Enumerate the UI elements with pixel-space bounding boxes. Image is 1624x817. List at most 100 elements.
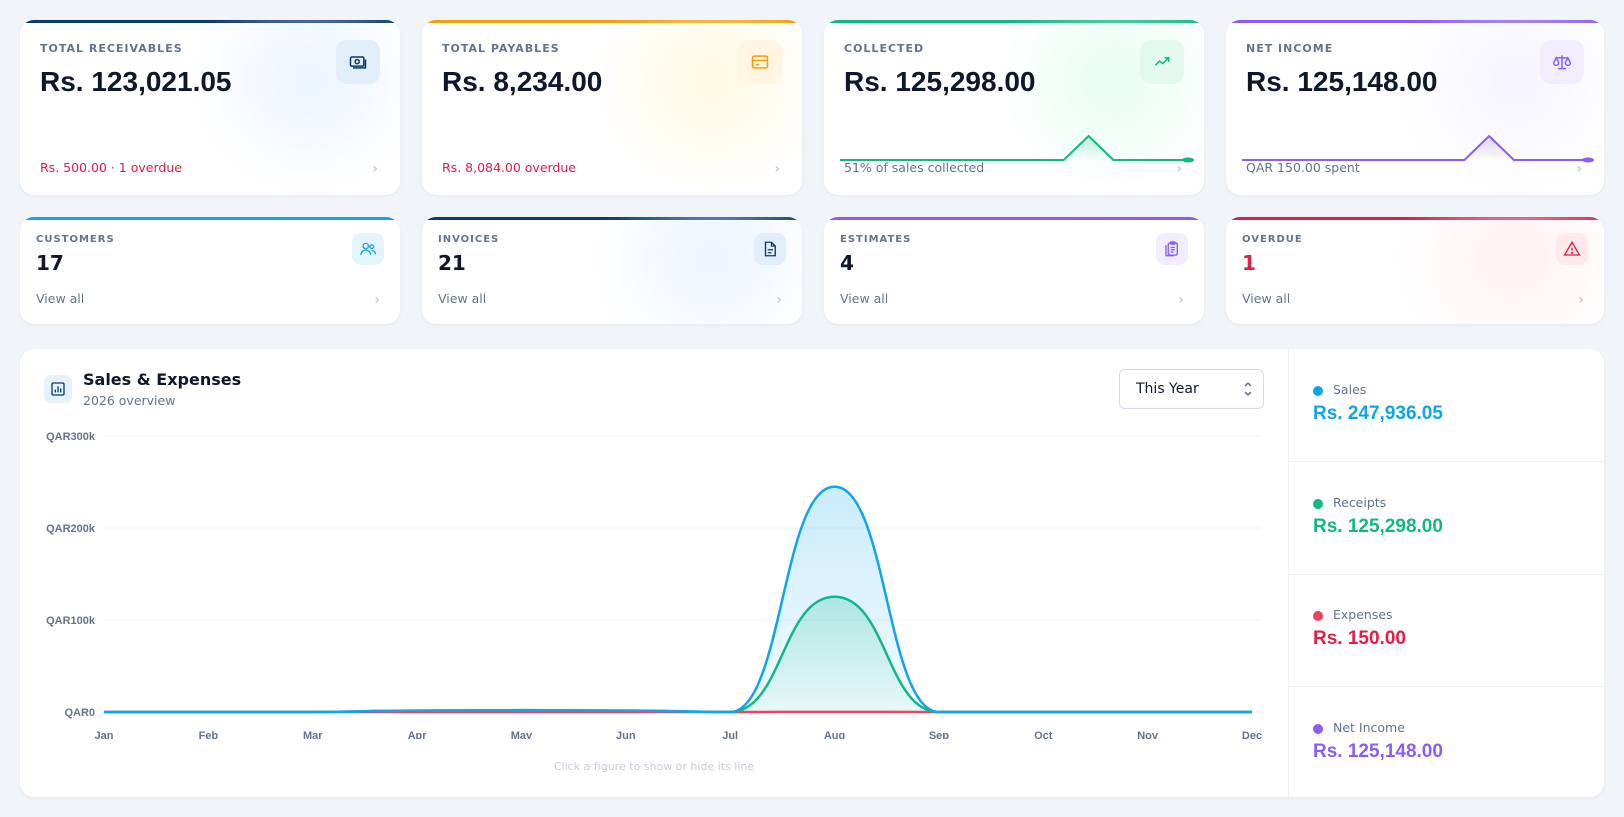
legend-item-receipts[interactable]: Receipts Rs. 125,298.00 — [1289, 462, 1605, 575]
view-all-link[interactable]: View all — [1242, 291, 1291, 306]
kpi-card-payables[interactable]: TOTAL PAYABLES Rs. 8,234.00 Rs. 8,084.00… — [422, 20, 802, 195]
sparkline-line — [840, 134, 1188, 161]
kpi-label: COLLECTED — [844, 42, 925, 55]
legend-item-sales[interactable]: Sales Rs. 247,936.05 — [1289, 349, 1605, 462]
kpi-foot: Rs. 500.00 · 1 overdue — [40, 160, 182, 175]
chevron-right-icon: › — [776, 292, 782, 308]
x-tick-label: Dec — [1242, 730, 1262, 739]
legend-dot — [1313, 611, 1323, 621]
sparkline-area — [840, 136, 1188, 160]
legend-item-expenses[interactable]: Expenses Rs. 150.00 — [1289, 574, 1605, 687]
counter-value: 4 — [840, 251, 854, 275]
legend-value: Rs. 125,298.00 — [1313, 516, 1443, 537]
kpi-foot: 51% of sales collected — [844, 160, 985, 175]
counter-value: 17 — [36, 251, 64, 275]
chevron-right-icon: › — [374, 292, 380, 308]
legend-value: Rs. 247,936.05 — [1313, 403, 1443, 424]
series-area-receipts — [104, 596, 1252, 712]
kpi-card-receivables[interactable]: TOTAL RECEIVABLES Rs. 123,021.05 Rs. 500… — [20, 20, 400, 195]
legend-value: Rs. 150.00 — [1313, 628, 1406, 649]
chevron-right-icon: › — [1178, 292, 1184, 308]
series-line-sales[interactable] — [104, 485, 1252, 714]
view-all-link[interactable]: View all — [438, 291, 487, 306]
users-icon — [352, 233, 384, 265]
legend-value: Rs. 125,148.00 — [1313, 741, 1443, 762]
chevron-right-icon: › — [1176, 161, 1182, 177]
x-tick-label: Apr — [408, 730, 428, 739]
counter-label: CUSTOMERS — [36, 234, 115, 245]
legend-name: Expenses — [1333, 607, 1393, 622]
trending-up-icon — [1140, 40, 1184, 84]
x-tick-label: May — [511, 730, 533, 739]
kpi-amount: Rs. 125,298.00 — [844, 66, 1036, 97]
chevron-right-icon: › — [1578, 292, 1584, 308]
period-select[interactable]: This Year — [1119, 369, 1264, 409]
document-icon — [754, 233, 786, 265]
sparkline-area — [1242, 136, 1588, 160]
chevron-right-icon: › — [372, 161, 378, 177]
kpi-foot: Rs. 8,084.00 overdue — [442, 160, 576, 175]
y-tick-label: QAR300k — [46, 431, 96, 443]
chart-area: Sales & Expenses 2026 overview This Year… — [20, 349, 1288, 797]
view-all-link[interactable]: View all — [36, 291, 85, 306]
x-tick-label: Jul — [722, 730, 738, 739]
counter-label: OVERDUE — [1242, 234, 1303, 245]
legend-name: Sales — [1333, 382, 1367, 397]
clipboard-icon — [1156, 233, 1188, 265]
y-tick-label: QAR0 — [64, 707, 95, 719]
kpi-card-net-income[interactable]: NET INCOME Rs. 125,148.00 QAR 150.00 spe… — [1226, 20, 1604, 195]
sales-expenses-panel: Sales & Expenses 2026 overview This Year… — [20, 349, 1605, 797]
counter-label: INVOICES — [438, 234, 500, 245]
sparkline-end-marker — [1182, 157, 1194, 163]
legend-dot — [1313, 386, 1323, 396]
warning-icon — [1556, 233, 1588, 265]
chevron-up-down-icon — [1243, 380, 1253, 402]
x-tick-label: Jun — [616, 730, 636, 739]
scale-icon — [1540, 40, 1584, 84]
kpi-label: NET INCOME — [1246, 42, 1334, 55]
series-area-sales — [104, 486, 1252, 712]
sales-expenses-chart[interactable]: QAR0 QAR100k QAR200k QAR300k Jan Feb Mar Apr May… — [20, 409, 1288, 739]
counter-card-overdue[interactable]: OVERDUE 1 View all › — [1226, 217, 1604, 324]
legend-item-net-income[interactable]: Net Income Rs. 125,148.00 — [1289, 687, 1605, 797]
y-tick-label: QAR200k — [46, 523, 96, 535]
counter-value: 1 — [1242, 251, 1256, 275]
money-icon — [336, 40, 380, 84]
kpi-amount: Rs. 123,021.05 — [40, 66, 232, 97]
legend-panel: Sales Rs. 247,936.05 Receipts Rs. 125,29… — [1288, 349, 1605, 797]
period-select-value: This Year — [1136, 381, 1199, 397]
x-tick-label: Oct — [1034, 730, 1053, 739]
kpi-foot: QAR 150.00 spent — [1246, 160, 1360, 175]
sparkline-end-marker — [1582, 157, 1594, 163]
counter-card-customers[interactable]: CUSTOMERS 17 View all › — [20, 217, 400, 324]
series-line-receipts[interactable] — [104, 595, 1252, 714]
kpi-amount: Rs. 8,234.00 — [442, 66, 603, 97]
legend-name: Net Income — [1333, 720, 1405, 735]
collected-sparkline — [840, 134, 1194, 163]
x-tick-label: Mar — [303, 730, 323, 739]
legend-dot — [1313, 499, 1323, 509]
x-tick-label: Jan — [95, 730, 114, 739]
x-tick-label: Sep — [929, 730, 949, 739]
kpi-label: TOTAL PAYABLES — [442, 42, 560, 55]
bar-chart-icon — [44, 375, 72, 403]
chevron-right-icon: › — [1576, 161, 1582, 177]
y-tick-label: QAR100k — [46, 615, 96, 627]
counter-label: ESTIMATES — [840, 234, 912, 245]
legend-name: Receipts — [1333, 495, 1387, 510]
x-tick-label: Nov — [1137, 730, 1159, 739]
view-all-link[interactable]: View all — [840, 291, 889, 306]
legend-dot — [1313, 724, 1323, 734]
net-income-sparkline — [1242, 134, 1594, 163]
counter-value: 21 — [438, 251, 466, 275]
counter-card-invoices[interactable]: INVOICES 21 View all › — [422, 217, 802, 324]
chart-hint: Click a figure to show or hide its line — [553, 760, 755, 773]
counter-card-estimates[interactable]: ESTIMATES 4 View all › — [824, 217, 1204, 324]
kpi-amount: Rs. 125,148.00 — [1246, 66, 1438, 97]
x-tick-label: Aug — [824, 730, 845, 739]
panel-subtitle: 2026 overview — [83, 393, 176, 408]
kpi-card-collected[interactable]: COLLECTED Rs. 125,298.00 51% of sales co… — [824, 20, 1204, 195]
credit-card-icon — [738, 40, 782, 84]
kpi-label: TOTAL RECEIVABLES — [40, 42, 183, 55]
chevron-right-icon: › — [774, 161, 780, 177]
